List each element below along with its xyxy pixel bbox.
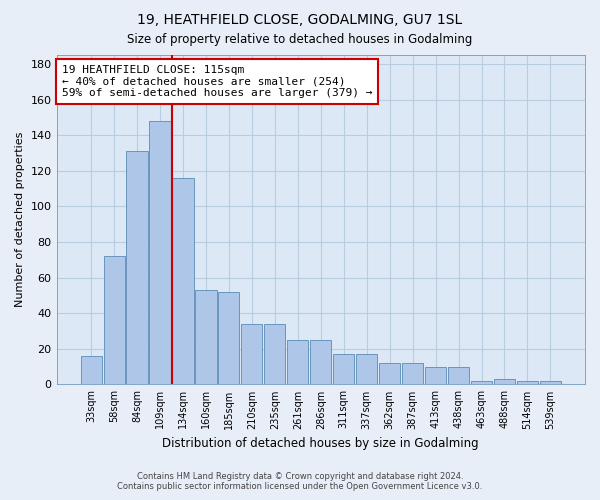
- Bar: [402, 363, 423, 384]
- Bar: [540, 381, 561, 384]
- Bar: [379, 363, 400, 384]
- Bar: [264, 324, 286, 384]
- Text: Size of property relative to detached houses in Godalming: Size of property relative to detached ho…: [127, 32, 473, 46]
- Bar: [172, 178, 194, 384]
- Bar: [149, 121, 170, 384]
- Bar: [310, 340, 331, 384]
- Bar: [333, 354, 354, 384]
- Bar: [127, 151, 148, 384]
- Text: 19 HEATHFIELD CLOSE: 115sqm
← 40% of detached houses are smaller (254)
59% of se: 19 HEATHFIELD CLOSE: 115sqm ← 40% of det…: [62, 65, 373, 98]
- Bar: [241, 324, 262, 384]
- Bar: [425, 366, 446, 384]
- Bar: [287, 340, 308, 384]
- Bar: [517, 381, 538, 384]
- Bar: [471, 381, 492, 384]
- X-axis label: Distribution of detached houses by size in Godalming: Distribution of detached houses by size …: [163, 437, 479, 450]
- Bar: [196, 290, 217, 384]
- Bar: [448, 366, 469, 384]
- Bar: [218, 292, 239, 384]
- Bar: [356, 354, 377, 384]
- Bar: [80, 356, 101, 384]
- Y-axis label: Number of detached properties: Number of detached properties: [15, 132, 25, 308]
- Bar: [494, 379, 515, 384]
- Text: 19, HEATHFIELD CLOSE, GODALMING, GU7 1SL: 19, HEATHFIELD CLOSE, GODALMING, GU7 1SL: [137, 12, 463, 26]
- Text: Contains HM Land Registry data © Crown copyright and database right 2024.
Contai: Contains HM Land Registry data © Crown c…: [118, 472, 482, 491]
- Bar: [104, 256, 125, 384]
